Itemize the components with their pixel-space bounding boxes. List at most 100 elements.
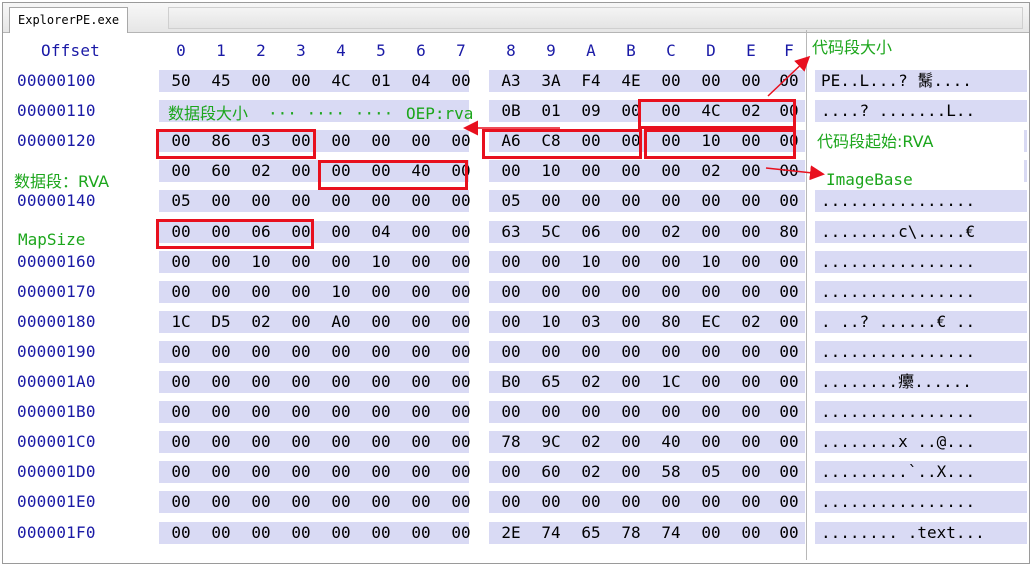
hex-byte[interactable]: 00: [581, 161, 601, 181]
hex-byte[interactable]: 00: [211, 251, 231, 271]
hex-byte[interactable]: B0: [501, 372, 521, 391]
hex-byte[interactable]: 00: [451, 251, 471, 271]
ascii-text[interactable]: ................: [821, 341, 976, 361]
hex-byte[interactable]: 00: [331, 372, 351, 391]
hex-byte[interactable]: 00: [661, 71, 681, 90]
hex-byte[interactable]: 00: [661, 251, 681, 271]
hex-byte[interactable]: 00: [411, 281, 431, 301]
hex-byte[interactable]: 02: [581, 462, 601, 482]
hex-byte[interactable]: 00: [331, 492, 351, 512]
hex-byte[interactable]: 00: [541, 341, 561, 361]
hex-byte[interactable]: 00: [251, 522, 271, 542]
ascii-text[interactable]: ........ .text...: [821, 522, 985, 542]
hex-byte[interactable]: 00: [779, 251, 799, 271]
hex-byte[interactable]: C8: [541, 131, 561, 151]
hex-byte[interactable]: 00: [171, 462, 191, 482]
hex-byte[interactable]: 00: [661, 101, 681, 121]
hex-byte[interactable]: 00: [251, 341, 271, 361]
hex-byte[interactable]: 00: [581, 341, 601, 361]
hex-byte[interactable]: 00: [621, 161, 641, 181]
hex-byte[interactable]: 00: [211, 281, 231, 301]
ascii-text[interactable]: ........c\.....€: [821, 221, 976, 241]
hex-byte[interactable]: 00: [581, 492, 601, 512]
hex-byte[interactable]: 10: [371, 251, 391, 271]
hex-byte[interactable]: 00: [621, 131, 641, 151]
hex-byte[interactable]: 00: [451, 281, 471, 301]
hex-byte[interactable]: 00: [741, 71, 761, 90]
hex-byte[interactable]: 03: [581, 311, 601, 331]
hex-byte[interactable]: 00: [171, 372, 191, 391]
hex-byte[interactable]: 00: [501, 251, 521, 271]
hex-byte[interactable]: 00: [291, 462, 311, 482]
hex-byte[interactable]: 10: [331, 281, 351, 301]
hex-byte[interactable]: 00: [741, 372, 761, 391]
hex-byte[interactable]: 00: [779, 492, 799, 512]
hex-byte[interactable]: 00: [291, 191, 311, 211]
hex-byte[interactable]: 00: [331, 221, 351, 241]
hex-byte[interactable]: 00: [779, 341, 799, 361]
hex-byte[interactable]: 00: [291, 281, 311, 301]
hex-byte[interactable]: 00: [251, 191, 271, 211]
hex-byte[interactable]: 00: [451, 131, 471, 151]
hex-byte[interactable]: 00: [211, 191, 231, 211]
hex-byte[interactable]: 00: [371, 402, 391, 422]
hex-byte[interactable]: 00: [291, 311, 311, 331]
hex-byte[interactable]: 00: [661, 281, 681, 301]
hex-byte[interactable]: 00: [411, 341, 431, 361]
ascii-text[interactable]: .........`..X...: [821, 462, 976, 482]
hex-byte[interactable]: 80: [779, 221, 799, 241]
hex-byte[interactable]: 09: [581, 101, 601, 121]
hex-byte[interactable]: 00: [621, 402, 641, 422]
hex-byte[interactable]: 00: [451, 402, 471, 422]
hex-byte[interactable]: 00: [501, 492, 521, 512]
hex-byte[interactable]: 00: [371, 372, 391, 391]
hex-byte[interactable]: 00: [501, 341, 521, 361]
hex-byte[interactable]: 00: [291, 492, 311, 512]
hex-byte[interactable]: 00: [581, 402, 601, 422]
hex-byte[interactable]: 03: [251, 131, 271, 151]
ascii-text[interactable]: ................: [821, 251, 976, 271]
hex-byte[interactable]: 00: [621, 281, 641, 301]
hex-byte[interactable]: 00: [451, 221, 471, 241]
hex-byte[interactable]: 00: [661, 492, 681, 512]
hex-byte[interactable]: 00: [291, 372, 311, 391]
ascii-text[interactable]: ................: [821, 402, 976, 422]
ascii-text[interactable]: ................: [821, 492, 976, 512]
hex-byte[interactable]: 00: [371, 432, 391, 452]
hex-byte[interactable]: 00: [411, 432, 431, 452]
hex-byte[interactable]: 00: [171, 161, 191, 181]
hex-byte[interactable]: 00: [701, 432, 721, 452]
hex-byte[interactable]: 00: [371, 462, 391, 482]
hex-byte[interactable]: 1C: [171, 311, 191, 331]
hex-byte[interactable]: 00: [211, 432, 231, 452]
hex-byte[interactable]: 00: [621, 341, 641, 361]
hex-byte[interactable]: 00: [741, 281, 761, 301]
hex-byte[interactable]: 05: [701, 462, 721, 482]
hex-byte[interactable]: 00: [371, 131, 391, 151]
hex-byte[interactable]: 4C: [701, 101, 721, 121]
hex-byte[interactable]: 10: [701, 251, 721, 271]
hex-byte[interactable]: 40: [411, 161, 431, 181]
hex-byte[interactable]: EC: [701, 311, 721, 331]
hex-byte[interactable]: 00: [621, 462, 641, 482]
hex-byte[interactable]: 00: [251, 492, 271, 512]
hex-byte[interactable]: 00: [701, 221, 721, 241]
hex-byte[interactable]: 00: [411, 221, 431, 241]
hex-byte[interactable]: 00: [411, 462, 431, 482]
hex-byte[interactable]: 00: [501, 462, 521, 482]
hex-byte[interactable]: 78: [501, 432, 521, 452]
hex-byte[interactable]: 05: [171, 191, 191, 211]
hex-byte[interactable]: 00: [291, 221, 311, 241]
hex-byte[interactable]: 10: [581, 251, 601, 271]
hex-byte[interactable]: A0: [331, 311, 351, 331]
hex-byte[interactable]: 00: [741, 251, 761, 271]
hex-byte[interactable]: 02: [251, 161, 271, 181]
hex-byte[interactable]: 00: [779, 71, 799, 90]
hex-byte[interactable]: 00: [741, 341, 761, 361]
hex-byte[interactable]: 00: [701, 341, 721, 361]
hex-byte[interactable]: 05: [501, 191, 521, 211]
hex-byte[interactable]: 00: [741, 221, 761, 241]
hex-byte[interactable]: 00: [251, 281, 271, 301]
hex-byte[interactable]: 00: [779, 281, 799, 301]
hex-byte[interactable]: 00: [741, 522, 761, 542]
